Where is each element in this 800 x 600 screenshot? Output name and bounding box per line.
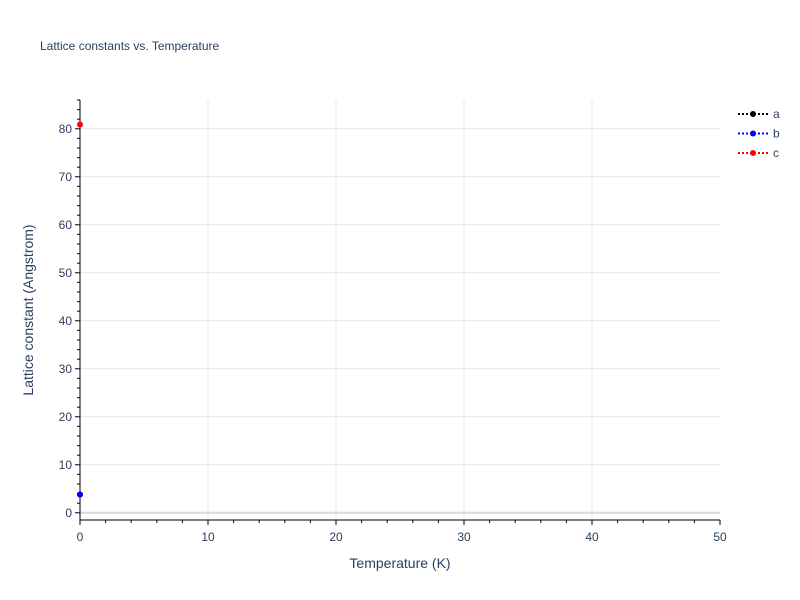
y-axis-label: Lattice constant (Angstrom) [20,224,36,395]
chart-title: Lattice constants vs. Temperature [40,39,220,53]
y-tick-label: 40 [59,314,73,328]
y-tick-label: 0 [65,506,72,520]
x-axis-label: Temperature (K) [349,555,450,571]
data-point-b [77,491,83,498]
legend-marker-b [750,130,756,137]
x-tick-label: 40 [585,530,599,544]
data-point-c [77,121,83,128]
legend-marker-a [750,111,756,117]
y-tick-label: 70 [59,170,73,184]
x-tick-label: 20 [329,530,343,544]
legend-label-b[interactable]: b [773,127,780,141]
legend-marker-c [750,150,756,156]
y-tick-label: 80 [59,122,73,136]
y-tick-label: 60 [59,218,73,232]
legend-label-a[interactable]: a [773,107,780,121]
x-tick-label: 30 [457,530,471,544]
y-tick-label: 50 [59,266,73,280]
y-tick-label: 20 [59,410,73,424]
x-tick-label: 50 [713,530,727,544]
y-tick-label: 30 [59,362,73,376]
x-tick-label: 10 [201,530,215,544]
x-tick-label: 0 [77,530,84,544]
y-tick-label: 10 [59,458,73,472]
legend-label-c[interactable]: c [773,146,779,160]
